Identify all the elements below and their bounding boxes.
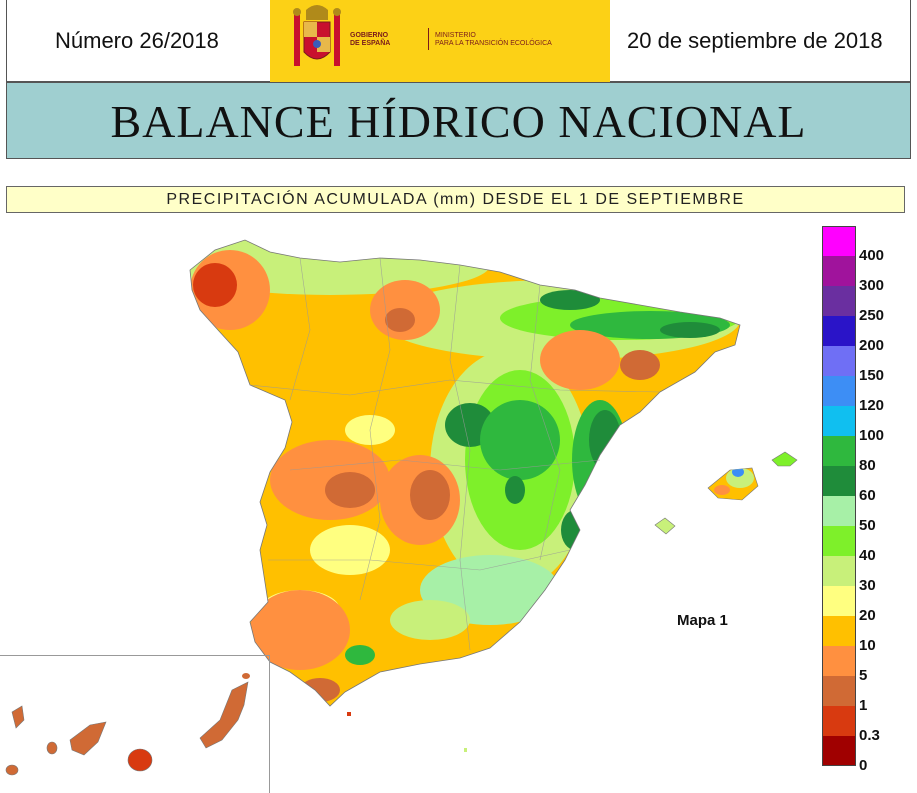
legend-swatch	[822, 256, 856, 286]
legend-item: 1	[822, 676, 917, 714]
legend-label: 30	[859, 577, 876, 594]
government-logo: GOBIERNO DE ESPAÑA MINISTERIO PARA LA TR…	[270, 0, 610, 82]
legend-swatch	[822, 736, 856, 766]
legend-swatch	[822, 556, 856, 586]
legend-item: 5	[822, 646, 917, 684]
legend-swatch	[822, 226, 856, 256]
legend-item: 0	[822, 736, 917, 774]
legend-swatch	[822, 376, 856, 406]
title-banner: BALANCE HÍDRICO NACIONAL	[6, 82, 911, 159]
ceuta-melilla	[347, 712, 467, 752]
legend-label: 200	[859, 337, 885, 354]
legend-swatch	[822, 286, 856, 316]
logo-divider	[428, 28, 429, 50]
legend-item: 60	[822, 466, 917, 504]
subtitle-banner: PRECIPITACIÓN ACUMULADA (mm) DESDE EL 1 …	[6, 186, 905, 213]
legend-label: 5	[859, 667, 868, 684]
legend-item: 80	[822, 436, 917, 474]
legend-label: 400	[859, 247, 885, 264]
legend-label: 50	[859, 517, 876, 534]
legend-label: 20	[859, 607, 876, 624]
publication-date: 20 de septiembre de 2018	[627, 28, 883, 53]
legend-swatch	[822, 646, 856, 676]
legend-item: 400	[822, 226, 917, 264]
legend-label: 120	[859, 397, 885, 414]
spain-coat-of-arms-icon	[293, 5, 341, 66]
province-borders	[249, 257, 661, 651]
page-title: BALANCE HÍDRICO NACIONAL	[110, 96, 807, 147]
canary-islands	[5, 673, 250, 776]
legend-item: 150	[822, 346, 917, 384]
legend-label: 0.3	[859, 727, 880, 744]
balearic-islands	[654, 451, 798, 535]
legend-item: 0.3	[822, 706, 917, 744]
legend-swatch	[822, 496, 856, 526]
mainland-spain	[189, 239, 741, 707]
legend-swatch	[822, 466, 856, 496]
legend-swatch	[822, 616, 856, 646]
legend-swatch	[822, 436, 856, 466]
legend-item: 300	[822, 256, 917, 294]
map-label: Mapa 1	[677, 612, 728, 629]
legend-item: 20	[822, 586, 917, 624]
legend-label: 150	[859, 367, 885, 384]
legend-label: 300	[859, 277, 885, 294]
logo-government-text: GOBIERNO DE ESPAÑA	[350, 32, 391, 47]
legend-swatch	[822, 586, 856, 616]
legend-label: 100	[859, 427, 885, 444]
legend-swatch	[822, 316, 856, 346]
legend-item: 10	[822, 616, 917, 654]
header-bar: Número 26/2018 GOBIERNO DE ESPAÑA MINIST…	[6, 0, 911, 82]
map-subtitle: PRECIPITACIÓN ACUMULADA (mm) DESDE EL 1 …	[166, 191, 745, 208]
legend-swatch	[822, 706, 856, 736]
legend-item: 100	[822, 406, 917, 444]
canary-islands-inset-frame	[0, 655, 270, 793]
legend-label: 10	[859, 637, 876, 654]
legend-label: 250	[859, 307, 885, 324]
legend-label: 1	[859, 697, 868, 714]
legend-item: 200	[822, 316, 917, 354]
legend-item: 50	[822, 496, 917, 534]
legend-swatch	[822, 526, 856, 556]
legend-label: 80	[859, 457, 876, 474]
legend-item: 40	[822, 526, 917, 564]
legend-item: 250	[822, 286, 917, 324]
legend-item: 30	[822, 556, 917, 594]
legend-label: 40	[859, 547, 876, 564]
legend-item: 120	[822, 376, 917, 414]
precipitation-map	[5, 239, 798, 776]
issue-number: Número 26/2018	[55, 28, 219, 53]
legend-label: 0	[859, 757, 868, 774]
legend-swatch	[822, 346, 856, 376]
logo-ministry-text: MINISTERIO PARA LA TRANSICIÓN ECOLÓGICA	[435, 32, 552, 47]
legend-swatch	[822, 406, 856, 436]
legend-swatch	[822, 676, 856, 706]
legend-label: 60	[859, 487, 876, 504]
